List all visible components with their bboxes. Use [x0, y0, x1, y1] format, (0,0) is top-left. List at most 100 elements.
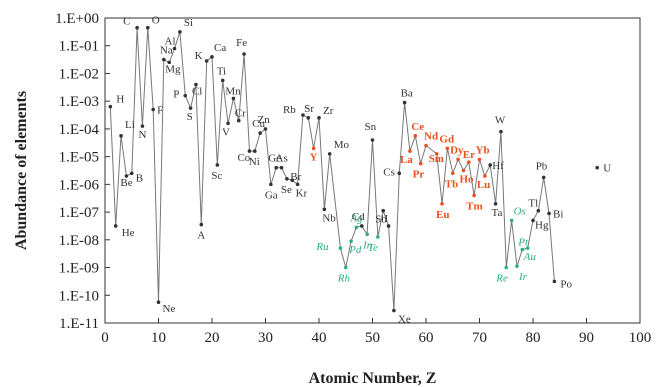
series-line	[109, 27, 555, 311]
element-label: Ce	[411, 121, 424, 133]
x-axis: 0 10 20 30 40 50 60 70 80 90 100	[101, 318, 651, 346]
data-point	[151, 107, 155, 112]
element-label: He	[122, 227, 135, 239]
element-label: Nb	[322, 212, 336, 224]
data-point	[146, 25, 150, 30]
element-label: Fe	[236, 37, 247, 49]
element-label: I	[385, 213, 389, 225]
element-label: Ag	[349, 212, 363, 224]
element-label: Ir	[518, 271, 528, 283]
data-point	[263, 127, 268, 131]
element-label: Si	[184, 17, 193, 29]
data-point	[477, 157, 482, 162]
data-point	[215, 163, 220, 167]
element-label: Cu	[252, 118, 265, 130]
data-point	[258, 131, 262, 135]
element-label: Pd	[348, 244, 362, 256]
element-label: As	[276, 153, 288, 165]
element-label: Te	[368, 242, 378, 254]
data-point	[167, 60, 171, 65]
element-label: O	[152, 15, 160, 27]
element-label: Ni	[249, 156, 260, 168]
x-tick-label: 0	[101, 330, 109, 346]
y-tick-label: 1.E-01	[59, 39, 99, 55]
data-point	[488, 163, 493, 167]
data-point	[194, 82, 198, 87]
element-label: V	[222, 126, 230, 138]
element-label: Cl	[192, 86, 202, 98]
data-point	[397, 171, 402, 176]
element-label: Rh	[337, 273, 351, 285]
element-label: In	[362, 239, 373, 251]
element-label: Se	[281, 184, 292, 196]
element-label: Au	[523, 251, 537, 263]
element-label: Tl	[528, 198, 538, 210]
element-label: N	[138, 129, 146, 141]
element-label: Nd	[424, 131, 438, 143]
data-point	[301, 113, 305, 117]
y-tick-label: 1.E-02	[59, 66, 99, 82]
element-label: Na	[160, 45, 173, 57]
element-label: Sm	[429, 153, 444, 165]
element-label: Br	[290, 171, 301, 183]
data-point	[162, 57, 166, 62]
element-label: Lu	[477, 179, 490, 191]
data-point	[456, 157, 460, 162]
element-label: B	[136, 172, 143, 184]
data-point	[178, 30, 182, 34]
element-label: Sr	[304, 103, 314, 115]
element-label: Dy	[450, 144, 464, 156]
element-label: Zn	[258, 114, 271, 126]
element-label: F	[157, 105, 163, 117]
x-tick-label: 30	[258, 330, 273, 346]
element-label: U	[603, 163, 611, 175]
element-label: Cd	[352, 211, 365, 223]
data-point	[520, 247, 525, 252]
data-point	[381, 208, 386, 213]
data-point	[119, 134, 123, 138]
data-point	[204, 59, 209, 63]
element-label: Po	[560, 278, 572, 290]
data-point	[472, 193, 476, 198]
data-point	[135, 25, 139, 30]
element-label: Pr	[413, 169, 425, 181]
data-point	[525, 246, 530, 250]
data-point	[269, 182, 273, 187]
element-label: Gd	[439, 133, 454, 145]
data-point	[424, 143, 428, 148]
element-label: Os	[514, 205, 526, 217]
element-label: Ca	[214, 42, 226, 54]
data-point	[311, 146, 316, 151]
data-point	[183, 93, 188, 98]
element-label: Eu	[436, 209, 449, 221]
data-point	[440, 201, 444, 206]
data-point	[343, 265, 348, 270]
data-point	[236, 118, 241, 123]
element-label: Zr	[323, 105, 334, 117]
element-label: Ba	[401, 88, 413, 100]
y-tick-label: 1.E-04	[59, 122, 100, 138]
element-label: Er	[463, 149, 475, 161]
data-point	[285, 177, 289, 181]
data-point	[536, 208, 541, 213]
y-tick-label: 1.E-11	[59, 316, 99, 332]
x-tick-label: 10	[151, 330, 166, 346]
data-point	[124, 174, 129, 178]
element-label: P	[173, 89, 179, 101]
x-tick-label: 40	[312, 330, 327, 346]
y-tick-label: 1.E-03	[59, 94, 99, 110]
y-tick-label: 1.E+00	[55, 11, 99, 27]
y-tick-label: 1.E-06	[59, 177, 100, 193]
data-point	[322, 207, 327, 212]
data-point	[541, 175, 546, 180]
element-label: Cr	[235, 108, 246, 120]
x-tick-label: 50	[365, 330, 380, 346]
data-point	[483, 174, 487, 178]
data-point	[434, 152, 439, 156]
data-point	[253, 149, 257, 153]
data-point	[210, 55, 214, 59]
element-label: Tb	[445, 178, 458, 190]
data-point	[515, 264, 519, 268]
data-point	[156, 300, 161, 305]
element-label: Ti	[217, 65, 226, 77]
